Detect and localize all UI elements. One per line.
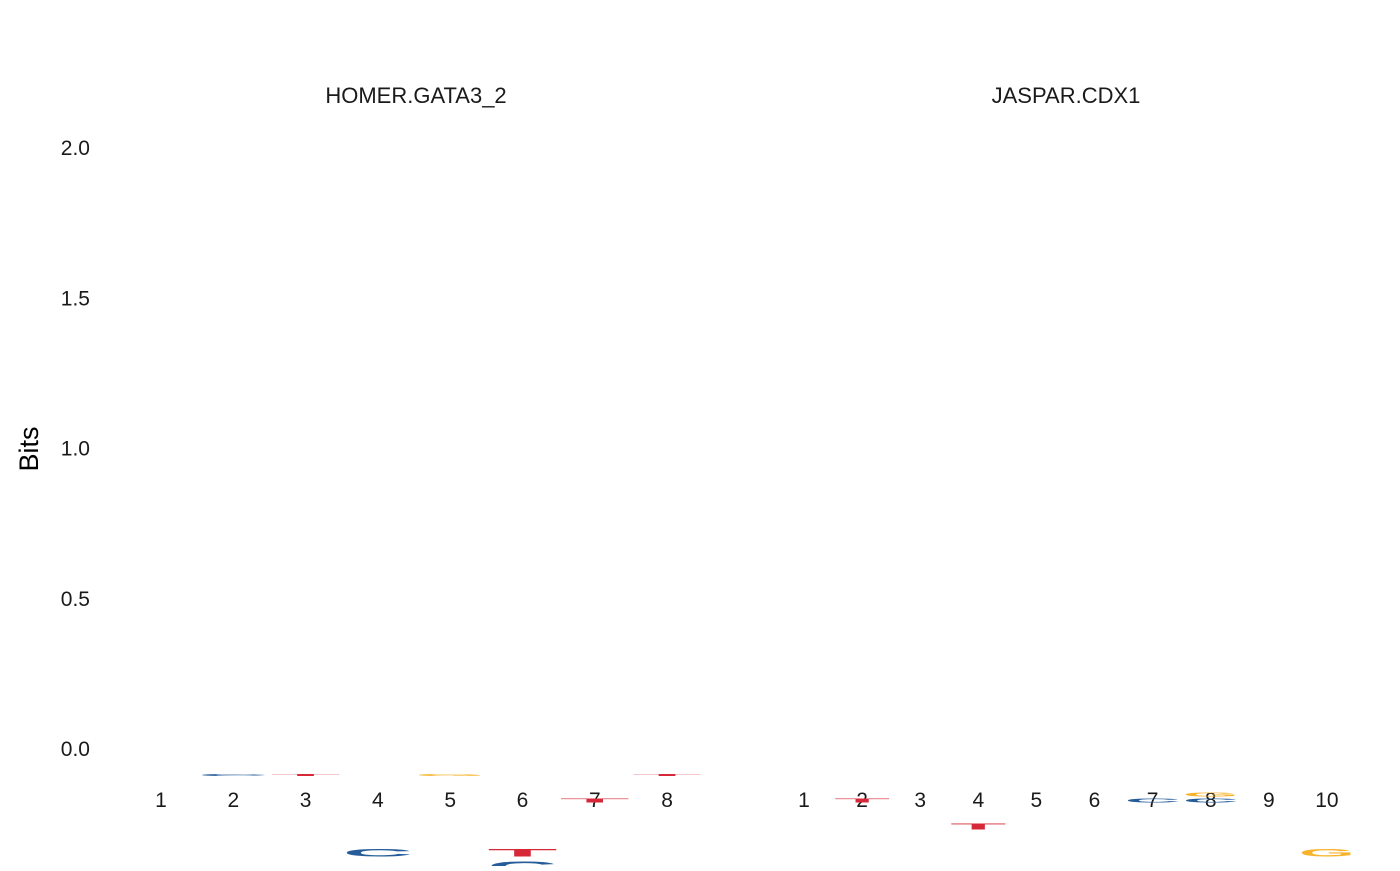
x-tick-label: 2 (227, 789, 239, 812)
logo-panels: HOMER.GATA3_21CTA2CG3TA4CT5GCTA6TCGA7TAG… (126, 83, 1355, 871)
logo-letter-g: G (415, 773, 485, 776)
y-tick-label: 0.5 (61, 588, 90, 611)
x-tick-label: 5 (444, 789, 456, 812)
logo-letter-t: T (950, 822, 1006, 831)
y-tick-label: 0.0 (61, 738, 90, 761)
logo-panel-1: HOMER.GATA3_21CTA2CG3TA4CT5GCTA6TCGA7TAG… (126, 83, 702, 871)
logo-letter-c: C (488, 859, 558, 866)
x-tick-label: 9 (1263, 789, 1275, 812)
panel-title: HOMER.GATA3_2 (325, 83, 506, 108)
x-tick-label: 7 (1147, 789, 1159, 812)
x-tick-label: 1 (155, 789, 167, 812)
logo-letter-c: C (198, 773, 268, 776)
logo-letter-t: T (632, 773, 702, 776)
x-tick-label: 10 (1315, 789, 1338, 812)
logo-panel-2: JASPAR.CDX11CTAG2TCAG3TC4TCA5GA6T7CTA8CG… (798, 83, 1355, 871)
y-axis-title: Bits (14, 426, 44, 471)
panel-title: JASPAR.CDX1 (992, 83, 1141, 108)
x-tick-label: 1 (798, 789, 810, 812)
logo-letter-t: T (488, 847, 558, 859)
logo-letter-c: C (1125, 798, 1181, 804)
x-tick-label: 4 (372, 789, 384, 812)
y-axis: 0.0 0.5 1.0 1.5 2.0 (61, 137, 90, 761)
x-tick-label: 5 (1031, 789, 1043, 812)
y-tick-label: 1.5 (61, 287, 90, 310)
logo-letter-c: C (1183, 798, 1239, 804)
x-tick-label: 6 (517, 789, 529, 812)
logo-letter-t: T (271, 773, 341, 776)
x-tick-label: 6 (1089, 789, 1101, 812)
logo-letter-c: C (343, 847, 413, 859)
logo-letter-g: G (1299, 846, 1355, 858)
x-tick-label: 8 (1205, 789, 1217, 812)
x-tick-label: 4 (972, 789, 984, 812)
x-tick-label: 7 (589, 789, 601, 812)
x-tick-label: 3 (914, 789, 926, 812)
y-tick-label: 2.0 (61, 137, 90, 160)
y-tick-label: 1.0 (61, 438, 90, 461)
x-tick-label: 2 (856, 789, 868, 812)
logo-letter-t: T (560, 798, 630, 804)
x-tick-label: 8 (661, 789, 673, 812)
logo-letter-g: G (1183, 792, 1239, 798)
logo-letter-t: T (834, 798, 890, 804)
x-tick-label: 3 (300, 789, 312, 812)
